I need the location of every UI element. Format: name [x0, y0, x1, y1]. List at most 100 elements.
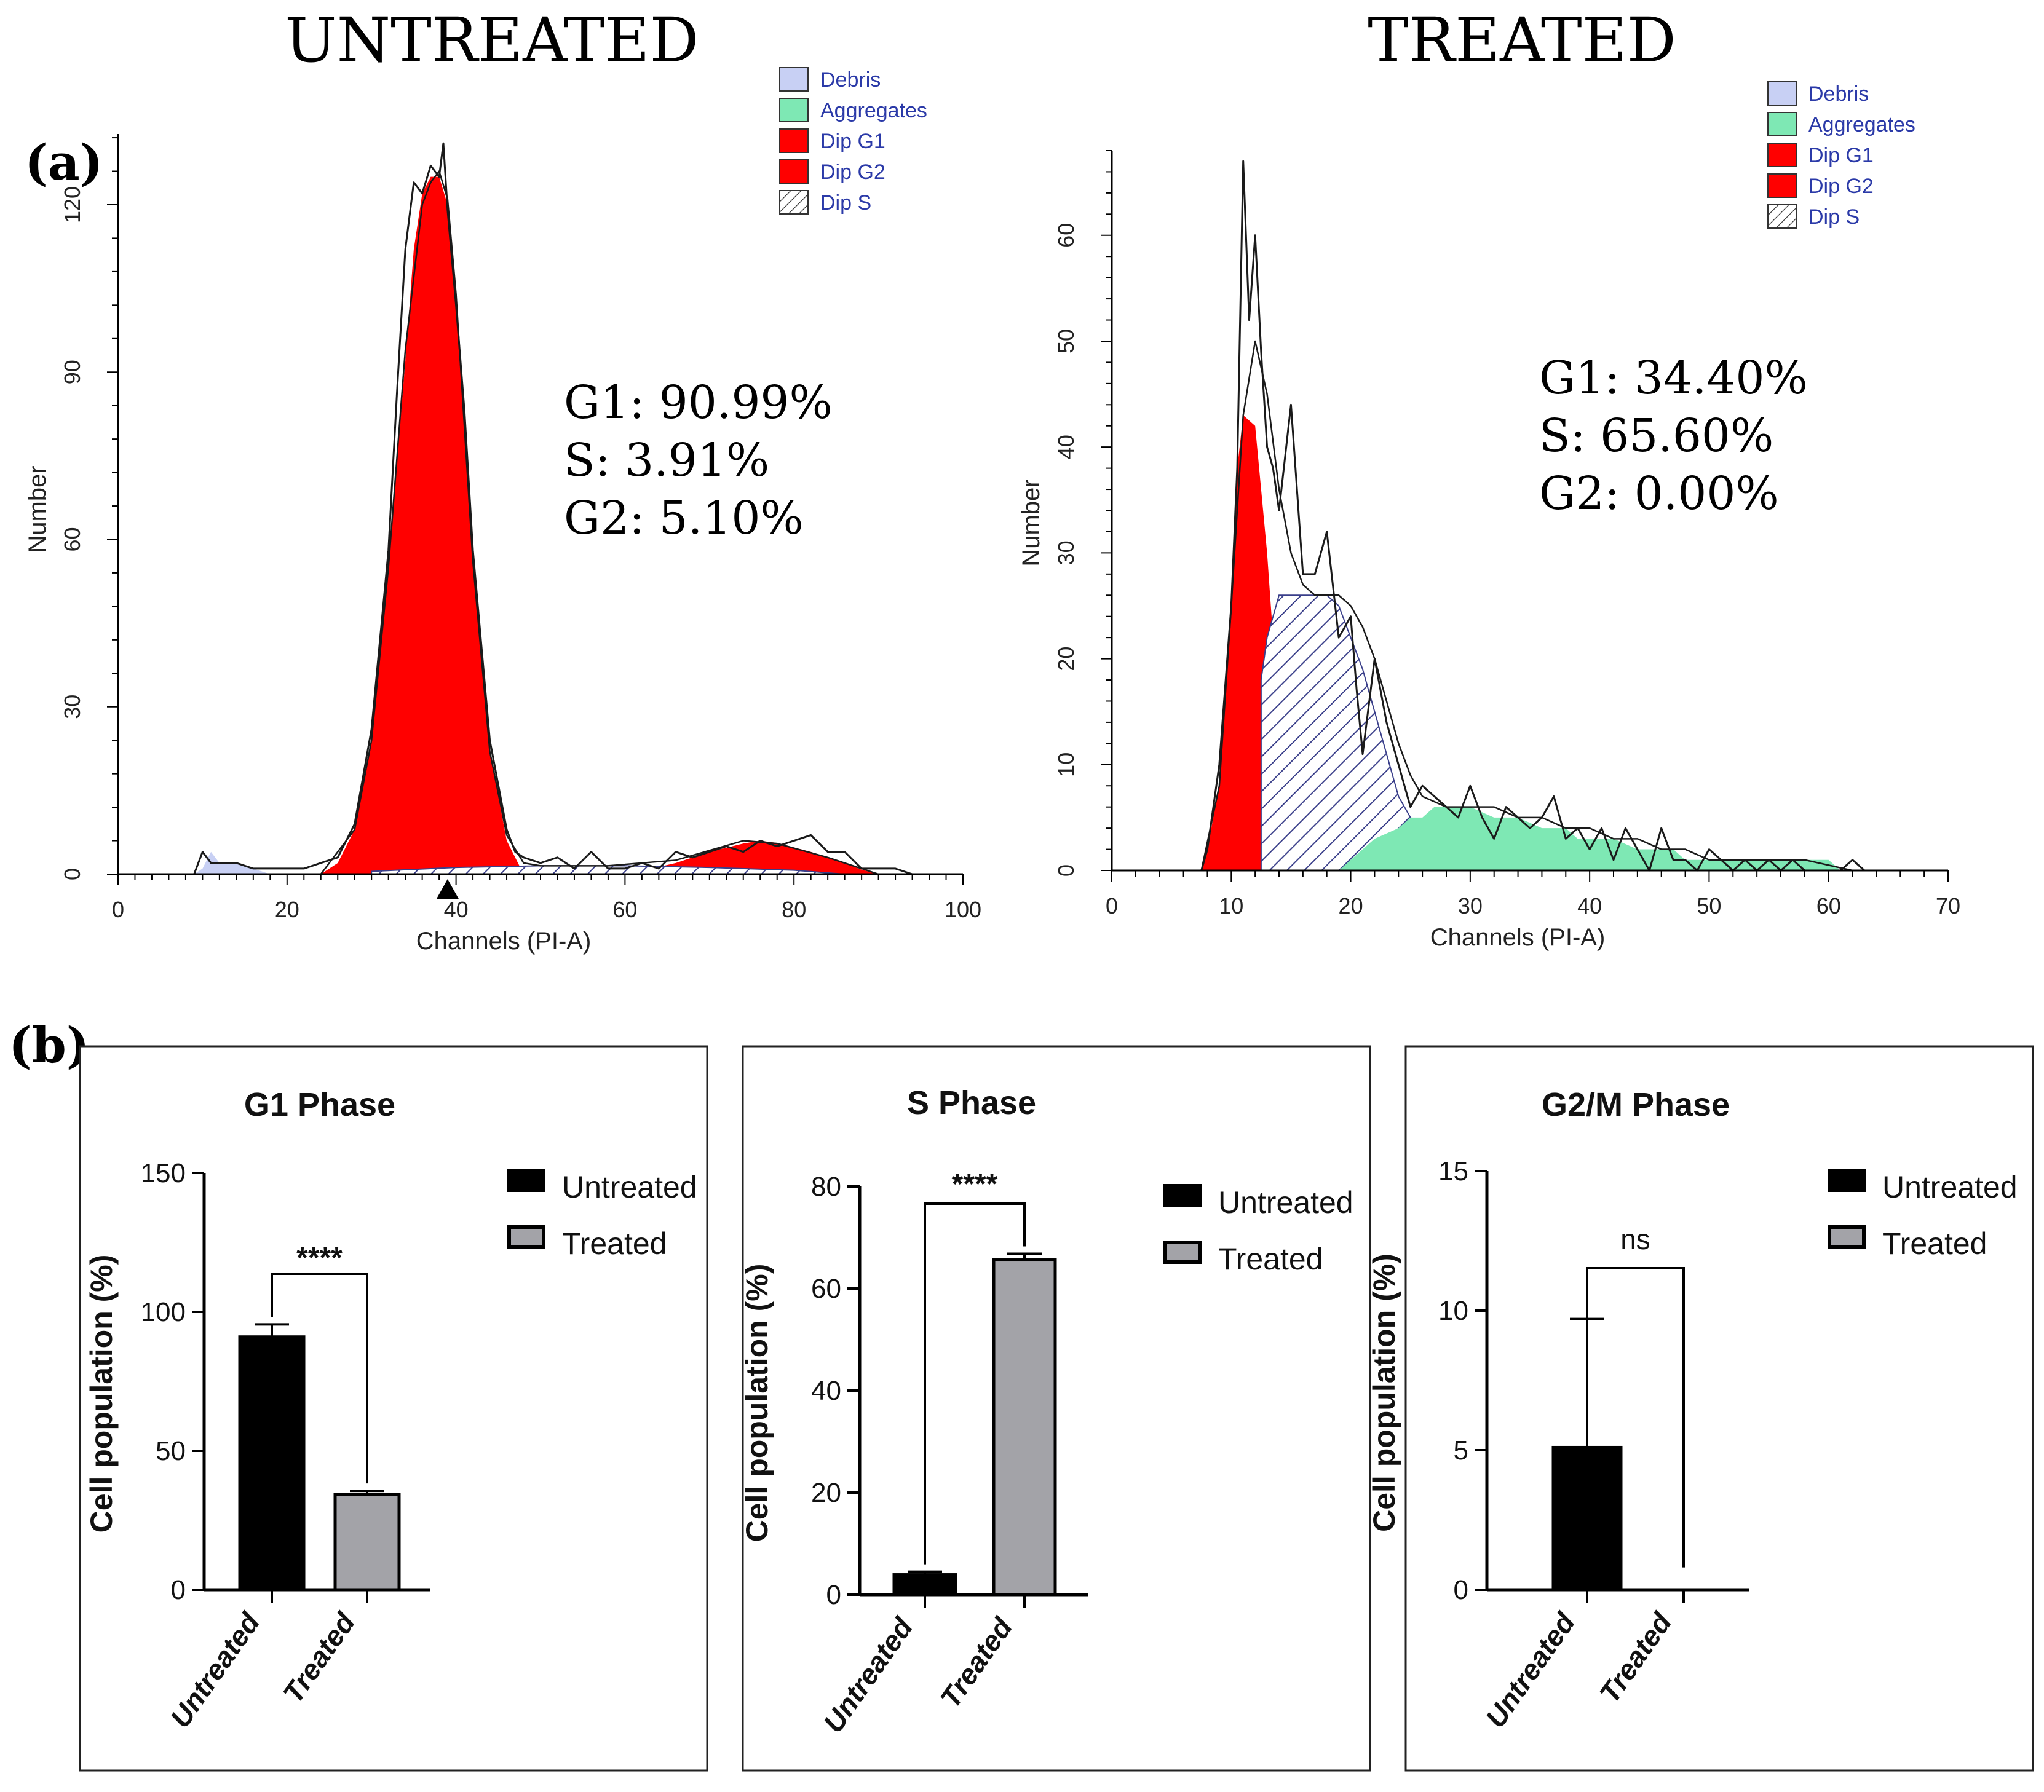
y-axis-label: Cell population (%) — [740, 1264, 774, 1542]
y-tick-label: 30 — [1053, 540, 1079, 565]
legend-label-debris: Debris — [1808, 82, 1869, 106]
phase-percentage-annotation: S: 3.91% — [564, 434, 769, 487]
phase-percentage-annotation: S: 65.60% — [1539, 409, 1773, 462]
legend-swatch-aggregates — [779, 98, 809, 122]
x-tick-label: 60 — [1816, 893, 1841, 918]
g2m-phase-panel: G2/M Phase 0 5 10 15 Cell population (%) Untre… — [1367, 1045, 2034, 1772]
g1-phase-panel: G1 Phase 0 50 100 150 Cell population (%) Untr… — [79, 1045, 708, 1772]
y-axis-label: Number — [1018, 479, 1045, 566]
phase-percentage-annotation: G2: 0.00% — [1539, 467, 1779, 520]
y-tick-label: 10 — [1438, 1296, 1468, 1326]
area-aggregates — [1339, 807, 1841, 870]
panel-frame — [1404, 1045, 2034, 1772]
y-tick-label: 20 — [1053, 647, 1079, 671]
bar-treated — [992, 1258, 1057, 1597]
area-dip-s — [371, 865, 845, 875]
legend-swatch-treated — [507, 1225, 545, 1249]
s-phase-panel: S Phase 0 20 40 60 80 Cell population (%) Untre… — [740, 1045, 1371, 1772]
y-tick-label: 0 — [1454, 1575, 1468, 1605]
x-tick-label: 40 — [1577, 893, 1602, 918]
x-tick-label: 70 — [1936, 893, 1960, 918]
legend-swatch-dip-s — [779, 190, 809, 215]
chart-title: UNTREATED — [285, 4, 699, 76]
legend-label-dip-s: Dip S — [820, 191, 871, 215]
panel-title: G2/M Phase — [1542, 1086, 1730, 1123]
bar-untreated — [238, 1335, 306, 1592]
legend-label-aggregates: Aggregates — [1808, 113, 1915, 136]
legend-label-untreated: Untreated — [562, 1170, 697, 1204]
line-model — [1200, 340, 1853, 872]
x-tick-label: 100 — [945, 897, 981, 922]
legend-swatch-debris — [1767, 81, 1797, 106]
significance-bracket — [1586, 1267, 1685, 1568]
y-tick-label: 120 — [60, 186, 85, 223]
significance-label: **** — [952, 1168, 998, 1201]
y-tick-label: 50 — [156, 1436, 186, 1466]
y-tick-label: 0 — [171, 1575, 186, 1605]
legend-label-treated: Treated — [1882, 1226, 1987, 1261]
x-tick-label: 60 — [612, 897, 637, 922]
y-tick-label: 10 — [1053, 752, 1079, 777]
legend-label-dip-g1: Dip G1 — [1808, 144, 1874, 167]
y-tick-label: 40 — [1053, 435, 1079, 459]
x-tick-label: 30 — [1458, 893, 1483, 918]
bar-untreated — [892, 1573, 957, 1597]
x-axis-label: Channels (PI-A) — [416, 928, 592, 955]
legend-label-dip-s: Dip S — [1808, 205, 1860, 229]
bar-treated — [333, 1493, 401, 1592]
legend-label-untreated: Untreated — [1882, 1170, 2018, 1204]
panel-frame — [79, 1045, 708, 1772]
untreated-histogram: UNTREATED 0 20 40 60 80 100 0 30 60 90 120 Channels … — [24, 4, 981, 955]
legend-swatch-aggregates — [1767, 112, 1797, 136]
legend-label-treated: Treated — [562, 1226, 667, 1261]
x-tick-label: 20 — [1339, 893, 1363, 918]
channel-marker-icon — [436, 879, 459, 899]
chart-title: TREATED — [1368, 4, 1676, 76]
treated-histogram: TREATED 0 10 20 30 40 50 60 70 0 10 20 30 40 50 60 Chann… — [1018, 4, 1960, 951]
y-tick-label: 40 — [811, 1376, 841, 1406]
x-tick-label: 0 — [1106, 893, 1118, 918]
y-tick-label: 60 — [1053, 223, 1079, 248]
y-tick-label: 60 — [60, 527, 85, 551]
legend-swatch-dip-g1 — [779, 128, 809, 153]
y-tick-label: 0 — [60, 868, 85, 880]
line-data — [118, 142, 921, 875]
y-tick-label: 90 — [60, 360, 85, 384]
y-tick-label: 60 — [811, 1274, 841, 1304]
legend-label-debris: Debris — [820, 68, 881, 92]
phase-percentage-annotation: G2: 5.10% — [564, 492, 804, 545]
legend-swatch-untreated — [1163, 1184, 1202, 1207]
panel-title: S Phase — [907, 1084, 1036, 1121]
legend-swatch-dip-g1 — [1767, 143, 1797, 167]
panel-label-b: (b) — [9, 1016, 90, 1074]
y-axis-label: Number — [24, 465, 51, 553]
legend-label-aggregates: Aggregates — [820, 99, 927, 122]
legend-label-dip-g1: Dip G1 — [820, 130, 885, 153]
area-dip-s — [1260, 594, 1424, 871]
legend-label-dip-g2: Dip G2 — [1808, 175, 1874, 198]
legend-swatch-treated — [1163, 1241, 1202, 1264]
x-axis-label: Channels (PI-A) — [1430, 924, 1606, 951]
legend-swatch-dip-g2 — [1767, 173, 1797, 198]
x-tick-label: 40 — [444, 897, 469, 922]
legend-swatch-dip-g2 — [779, 159, 809, 184]
panel-title: G1 Phase — [244, 1086, 395, 1123]
panel-label-a: (a) — [25, 133, 103, 191]
x-tick-label: 50 — [1697, 893, 1721, 918]
y-axis-label: Cell population (%) — [1367, 1253, 1401, 1532]
bar-untreated — [1551, 1445, 1623, 1592]
area-dip-g2 — [608, 840, 879, 874]
y-tick-label: 5 — [1454, 1435, 1468, 1466]
y-tick-label: 100 — [141, 1297, 186, 1327]
significance-bracket — [924, 1202, 1026, 1565]
x-tick-label: 20 — [275, 897, 299, 922]
legend-swatch-treated — [1828, 1225, 1866, 1249]
area-dip-g1 — [320, 176, 524, 874]
legend-swatch-debris — [779, 67, 809, 92]
legend-label-untreated: Untreated — [1218, 1185, 1353, 1220]
line-model — [320, 170, 879, 875]
y-tick-label: 20 — [811, 1478, 841, 1508]
legend-swatch-dip-s — [1767, 204, 1797, 229]
y-tick-label: 30 — [60, 695, 85, 719]
x-tick-label: 0 — [112, 897, 124, 922]
